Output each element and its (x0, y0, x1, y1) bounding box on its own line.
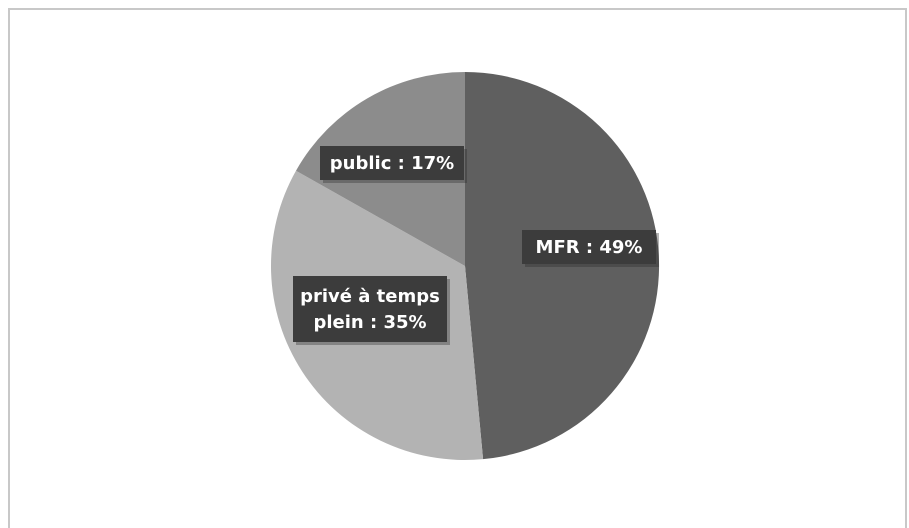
pie-chart: MFR : 49% privé à temps plein : 35% public … (270, 72, 660, 461)
slice-label-text: privé à temps plein : 35% (300, 286, 440, 333)
slice-label-3: public : 17% (320, 146, 467, 183)
slice-label-box (293, 276, 447, 342)
slice-label-box (522, 230, 656, 264)
slice-label-text: MFR : 49% (536, 237, 643, 258)
slice-label-text: public : 17% (330, 153, 454, 174)
pie-slice-1 (465, 72, 660, 460)
slice-label-1: MFR : 49% (522, 230, 659, 267)
pie-labels: MFR : 49% privé à temps plein : 35% public … (293, 146, 659, 345)
slice-label-box (320, 146, 464, 180)
slice-label-2: privé à temps plein : 35% (293, 276, 450, 345)
